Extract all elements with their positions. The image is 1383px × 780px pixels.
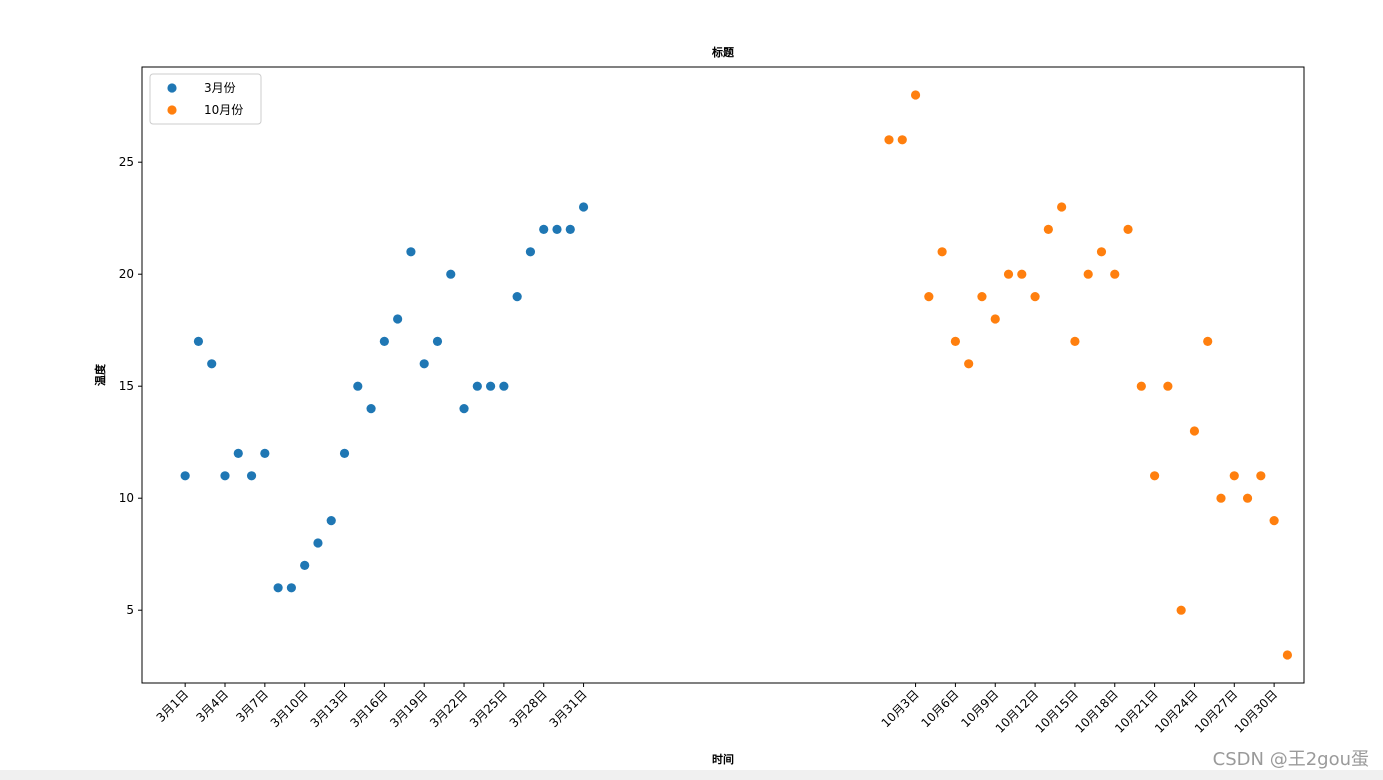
march-point: [353, 381, 363, 391]
october-point: [1043, 224, 1053, 234]
october-point: [937, 247, 947, 257]
x-tick-label: 3月28日: [507, 687, 550, 730]
legend-label: 10月份: [204, 103, 243, 117]
october-point: [1203, 336, 1213, 346]
march-point: [393, 314, 403, 324]
x-tick-label: 3月19日: [387, 687, 430, 730]
x-tick-label: 3月4日: [193, 687, 231, 725]
y-tick-label: 25: [119, 155, 134, 169]
legend: 3月份 10月份: [149, 73, 262, 125]
october-point: [1070, 336, 1080, 346]
legend-marker: [167, 105, 177, 115]
x-tick-label: 3月16日: [347, 687, 390, 730]
october-point: [1003, 269, 1014, 279]
march-point: [499, 381, 509, 391]
plot-frame: [141, 66, 1305, 684]
october-point: [1150, 471, 1160, 481]
march-point: [525, 247, 536, 257]
october-point: [910, 90, 921, 100]
march-point: [366, 404, 376, 414]
chart-title: 标题: [711, 45, 735, 59]
march-point: [220, 471, 230, 481]
october-point: [1096, 247, 1107, 257]
x-tick-label: 10月30日: [1232, 687, 1280, 735]
october-point: [1123, 224, 1133, 234]
march-point: [300, 560, 310, 571]
x-tick-label: 3月7日: [233, 687, 271, 725]
x-tick-label: 3月31日: [547, 687, 590, 730]
x-tick-label: 10月3日: [879, 687, 922, 730]
y-tick-label: 10: [119, 491, 134, 505]
march-point: [486, 381, 496, 391]
october-point: [964, 359, 974, 369]
x-tick-label: 3月13日: [308, 687, 351, 730]
october-point: [950, 336, 961, 346]
march-point: [459, 404, 469, 414]
march-point: [379, 336, 389, 346]
october-point: [977, 292, 987, 302]
october-point: [1189, 426, 1200, 436]
october-point: [1176, 605, 1186, 615]
x-axis-label: 时间: [712, 752, 734, 766]
october-point: [1216, 493, 1226, 503]
x-tick-label: 10月6日: [918, 687, 961, 730]
october-point: [1229, 471, 1239, 481]
x-tick-label: 3月25日: [467, 687, 510, 730]
october-point: [1017, 269, 1027, 279]
march-point: [419, 359, 429, 369]
march-point: [260, 448, 270, 458]
october-point: [897, 135, 907, 145]
march-point: [406, 247, 416, 257]
march-point: [193, 336, 204, 346]
march-point: [578, 202, 589, 212]
march-point: [286, 583, 296, 593]
y-tick-label: 15: [119, 379, 134, 393]
october-point: [1163, 381, 1173, 391]
march-point: [313, 538, 323, 548]
october-point: [990, 314, 1000, 324]
watermark: CSDN @王2gou蛋: [1212, 749, 1369, 770]
october-point: [1110, 269, 1120, 279]
october-point: [1136, 381, 1146, 391]
march-point: [432, 336, 443, 346]
march-point: [246, 471, 257, 481]
october-point: [924, 292, 934, 302]
march-point: [565, 224, 575, 234]
y-axis-label: 温度: [93, 363, 107, 386]
october-point: [1269, 516, 1279, 526]
october-point: [1057, 202, 1067, 212]
march-point: [339, 448, 350, 458]
october-point: [1242, 493, 1253, 503]
legend-box: [149, 73, 262, 125]
y-tick-label: 20: [119, 267, 134, 281]
march-point: [472, 381, 482, 391]
october-point: [884, 135, 894, 145]
october-point: [1083, 269, 1093, 279]
legend-marker: [167, 83, 177, 93]
march-point: [512, 292, 522, 302]
march-point: [446, 269, 456, 279]
october-point: [1282, 650, 1292, 660]
march-point: [180, 471, 190, 481]
bottom-strip: [0, 770, 1383, 780]
october-point: [1030, 292, 1040, 302]
october-point: [1256, 471, 1266, 481]
march-point: [552, 224, 562, 234]
x-tick-label: 3月22日: [427, 687, 470, 730]
march-point: [326, 516, 336, 526]
march-point: [233, 448, 243, 458]
march-point: [207, 359, 217, 369]
march-point: [539, 224, 549, 234]
y-tick-label: 5: [126, 603, 134, 617]
march-point: [273, 583, 283, 593]
legend-label: 3月份: [204, 81, 236, 95]
x-tick-label: 3月10日: [268, 687, 311, 730]
x-tick-label: 3月1日: [154, 687, 192, 725]
